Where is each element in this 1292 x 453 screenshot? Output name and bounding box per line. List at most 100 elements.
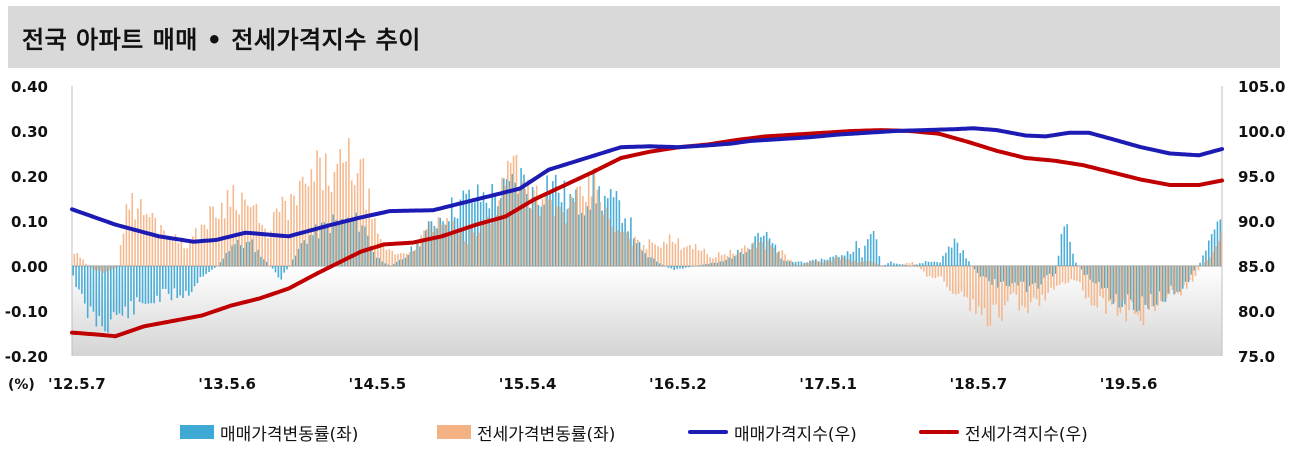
sale-rate-bar xyxy=(107,266,109,333)
jeonse-rate-bar xyxy=(700,250,703,266)
jeonse-rate-bar xyxy=(905,263,908,266)
jeonse-rate-bar xyxy=(402,253,405,266)
jeonse-rate-bar xyxy=(824,261,827,266)
sale-rate-bar xyxy=(1017,266,1019,286)
sale-rate-bar xyxy=(1083,266,1086,276)
sale-rate-bar xyxy=(219,262,222,266)
legend-item-sale-rate: 매매가격변동률(좌) xyxy=(180,418,358,446)
sale-rate-bar xyxy=(650,257,652,266)
sale-rate-bar xyxy=(777,252,780,266)
sale-rate-bar xyxy=(1098,266,1100,282)
sale-rate-bar xyxy=(234,244,236,266)
jeonse-rate-bar xyxy=(1142,266,1145,326)
jeonse-rate-bar xyxy=(232,185,235,266)
sale-rate-bar xyxy=(448,221,450,266)
jeonse-rate-bar xyxy=(209,206,211,266)
sale-rate-bar xyxy=(670,266,673,269)
jeonse-rate-bar xyxy=(200,224,203,266)
sale-rate-bar xyxy=(985,266,988,278)
sale-rate-bar xyxy=(92,266,95,312)
sale-rate-bar xyxy=(534,201,537,266)
legend-swatch-sale-index xyxy=(688,430,728,434)
jeonse-rate-bar xyxy=(1168,266,1171,295)
sale-rate-bar xyxy=(1199,262,1201,266)
jeonse-rate-bar xyxy=(345,161,347,266)
sale-rate-bar xyxy=(150,266,153,304)
sale-rate-bar xyxy=(552,181,554,266)
jeonse-rate-bar xyxy=(489,224,492,266)
jeonse-rate-bar xyxy=(784,254,786,266)
jeonse-rate-bar xyxy=(709,257,711,266)
sale-rate-bar xyxy=(494,194,496,266)
jeonse-rate-bar xyxy=(350,180,353,266)
sale-rate-bar xyxy=(947,246,950,266)
jeonse-rate-bar xyxy=(339,149,342,266)
jeonse-rate-bar xyxy=(524,189,526,266)
sale-rate-bar xyxy=(361,225,363,266)
sale-rate-bar xyxy=(471,202,473,266)
sale-rate-bar xyxy=(950,247,953,266)
sale-rate-bar xyxy=(112,266,115,313)
sale-rate-bar xyxy=(1031,266,1034,285)
jeonse-rate-bar xyxy=(559,206,561,266)
sale-rate-bar xyxy=(182,266,184,298)
sale-rate-bar xyxy=(748,249,751,266)
sale-rate-bar xyxy=(199,266,202,277)
jeonse-rate-bar xyxy=(769,245,772,266)
jeonse-rate-bar xyxy=(602,214,604,266)
sale-rate-bar xyxy=(271,266,274,269)
sale-rate-bar xyxy=(832,256,834,266)
y-right-tick-label: 105.0 xyxy=(1238,78,1285,96)
jeonse-rate-bar xyxy=(385,249,388,266)
jeonse-rate-bar xyxy=(249,207,252,266)
jeonse-rate-bar xyxy=(761,241,763,266)
jeonse-rate-bar xyxy=(400,253,402,266)
sale-rate-bar xyxy=(208,266,210,273)
sale-rate-bar xyxy=(231,245,233,266)
sale-rate-bar xyxy=(575,189,577,266)
sale-rate-bar xyxy=(893,263,895,266)
jeonse-rate-bar xyxy=(741,248,743,266)
jeonse-rate-bar xyxy=(937,266,940,277)
jeonse-rate-bar xyxy=(1044,266,1047,301)
sale-rate-bar xyxy=(913,264,915,266)
jeonse-rate-bar xyxy=(567,208,570,266)
jeonse-rate-bar xyxy=(845,258,847,266)
sale-rate-bar xyxy=(508,181,511,266)
jeonse-rate-bar xyxy=(1162,266,1165,302)
sale-rate-bar xyxy=(682,266,684,269)
sale-rate-bar xyxy=(679,266,681,269)
jeonse-rate-bar xyxy=(324,153,327,266)
sale-rate-bar xyxy=(939,262,941,266)
x-tick-label: '17.5.1 xyxy=(799,375,857,393)
jeonse-rate-bar xyxy=(619,232,622,266)
sale-rate-bar xyxy=(644,253,647,266)
jeonse-rate-bar xyxy=(1128,266,1130,311)
sale-rate-bar xyxy=(890,261,892,266)
sale-rate-bar xyxy=(768,238,771,266)
sale-rate-bar xyxy=(156,266,158,296)
jeonse-rate-bar xyxy=(1145,266,1148,305)
sale-rate-bar xyxy=(505,179,508,266)
jeonse-rate-bar xyxy=(148,217,151,266)
y-left-tick-label: -0.20 xyxy=(5,348,48,366)
jeonse-rate-bar xyxy=(813,260,815,266)
jeonse-rate-bar xyxy=(1032,266,1035,298)
sale-rate-bar xyxy=(1138,266,1141,311)
sale-rate-bar xyxy=(364,226,366,266)
sale-rate-bar xyxy=(176,266,179,298)
legend-label-jeonse-index: 전세가격지수(우) xyxy=(965,424,1088,445)
sale-rate-bar xyxy=(895,263,898,266)
jeonse-rate-bar xyxy=(478,232,480,266)
sale-rate-bar xyxy=(95,266,98,327)
jeonse-rate-bar xyxy=(613,232,616,266)
jeonse-rate-bar xyxy=(957,266,960,294)
sale-rate-bar xyxy=(936,262,938,266)
jeonse-rate-bar xyxy=(1015,266,1018,295)
jeonse-rate-bar xyxy=(223,218,226,266)
sale-rate-bar xyxy=(742,254,745,266)
jeonse-rate-bar xyxy=(194,228,197,266)
sale-rate-bar xyxy=(228,251,231,266)
sale-rate-bar xyxy=(1210,234,1213,266)
jeonse-rate-bar xyxy=(836,256,838,266)
